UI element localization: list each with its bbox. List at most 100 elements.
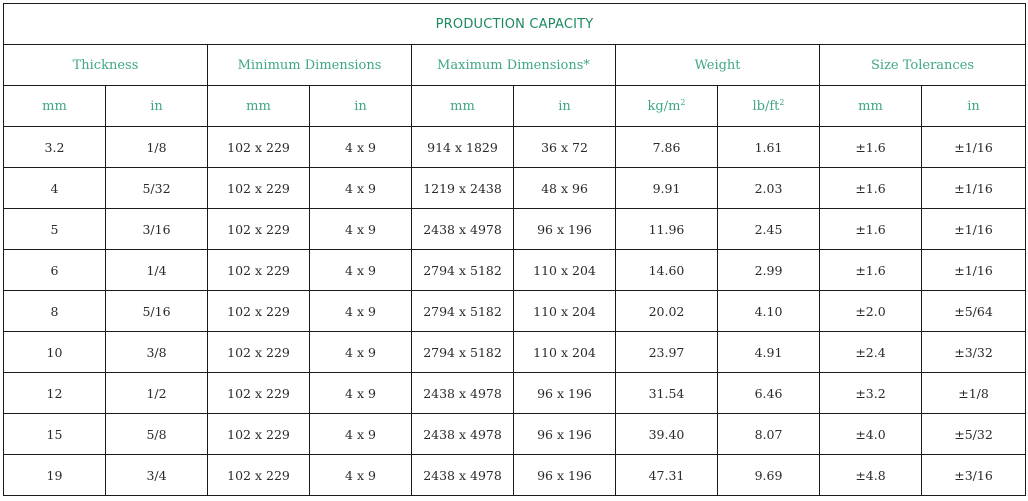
unit-weight-imperial-exponent: 2 [779, 98, 785, 107]
cell-tolerance-in: ±3/16 [920, 454, 1027, 496]
cell-thickness-mm: 19 [3, 454, 106, 496]
cell-tolerance-in: ±5/64 [920, 290, 1027, 332]
cell-thickness-mm: 5 [3, 208, 106, 250]
cell-weight-kg-m2: 7.86 [615, 126, 718, 168]
cell-max-dim-in: 96 x 196 [513, 208, 616, 250]
cell-min-dim-mm: 102 x 229 [207, 208, 310, 250]
cell-min-dim-mm: 102 x 229 [207, 331, 310, 373]
cell-tolerance-mm: ±1.6 [819, 126, 922, 168]
cell-weight-kg-m2: 14.60 [615, 249, 718, 291]
cell-weight-lb-ft2: 8.07 [717, 413, 820, 455]
cell-max-dim-in: 96 x 196 [513, 372, 616, 414]
cell-tolerance-in: ±1/16 [920, 167, 1027, 209]
cell-thickness-mm: 10 [3, 331, 106, 373]
unit-tol-mm: mm [819, 85, 922, 127]
table-title: PRODUCTION CAPACITY [2, 3, 1027, 45]
unit-weight-imperial-base: lb/ft [752, 99, 780, 114]
cell-max-dim-in: 110 x 204 [513, 249, 616, 291]
cell-max-dim-mm: 2438 x 4978 [411, 454, 514, 496]
group-header-weight: Weight [615, 44, 820, 86]
cell-thickness-mm: 8 [3, 290, 106, 332]
table-row: 4 5/32 102 x 229 4 x 9 1219 x 2438 48 x 96 9.9… [3, 167, 1027, 209]
table-row: 8 5/16 102 x 229 4 x 9 2794 x 5182 110 x 204 2… [3, 290, 1027, 332]
group-header-minimum-dimensions: Minimum Dimensions [207, 44, 412, 86]
cell-min-dim-mm: 102 x 229 [207, 249, 310, 291]
cell-max-dim-mm: 2794 x 5182 [411, 290, 514, 332]
cell-weight-lb-ft2: 9.69 [717, 454, 820, 496]
cell-min-dim-in: 4 x 9 [309, 249, 412, 291]
cell-min-dim-in: 4 x 9 [309, 413, 412, 455]
cell-tolerance-in: ±5/32 [920, 413, 1027, 455]
cell-tolerance-mm: ±4.0 [819, 413, 922, 455]
cell-weight-kg-m2: 47.31 [615, 454, 718, 496]
cell-max-dim-mm: 2438 x 4978 [411, 413, 514, 455]
cell-max-dim-in: 110 x 204 [513, 331, 616, 373]
cell-weight-lb-ft2: 1.61 [717, 126, 820, 168]
cell-max-dim-in: 96 x 196 [513, 454, 616, 496]
cell-tolerance-in: ±1/16 [920, 249, 1027, 291]
table-row: 12 1/2 102 x 229 4 x 9 2438 x 4978 96 x 196 31… [3, 372, 1027, 414]
cell-thickness-in: 3/8 [105, 331, 208, 373]
cell-thickness-mm: 12 [3, 372, 106, 414]
unit-max-mm: mm [411, 85, 514, 127]
cell-thickness-in: 1/4 [105, 249, 208, 291]
cell-max-dim-mm: 2438 x 4978 [411, 372, 514, 414]
cell-max-dim-mm: 2794 x 5182 [411, 331, 514, 373]
cell-weight-kg-m2: 20.02 [615, 290, 718, 332]
cell-tolerance-in: ±3/32 [920, 331, 1027, 373]
cell-max-dim-mm: 914 x 1829 [411, 126, 514, 168]
cell-max-dim-in: 48 x 96 [513, 167, 616, 209]
cell-tolerance-in: ±1/16 [920, 208, 1027, 250]
table-row: 15 5/8 102 x 229 4 x 9 2438 x 4978 96 x 196 39… [3, 413, 1027, 455]
cell-thickness-in: 1/8 [105, 126, 208, 168]
cell-weight-lb-ft2: 4.10 [717, 290, 820, 332]
cell-tolerance-mm: ±3.2 [819, 372, 922, 414]
cell-tolerance-mm: ±4.8 [819, 454, 922, 496]
cell-thickness-in: 3/4 [105, 454, 208, 496]
cell-max-dim-mm: 2794 x 5182 [411, 249, 514, 291]
unit-weight-metric-base: kg/m [647, 99, 681, 114]
unit-thickness-in: in [105, 85, 208, 127]
cell-min-dim-mm: 102 x 229 [207, 167, 310, 209]
cell-tolerance-mm: ±2.0 [819, 290, 922, 332]
table-row: 10 3/8 102 x 229 4 x 9 2794 x 5182 110 x 204 2… [3, 331, 1027, 373]
cell-min-dim-in: 4 x 9 [309, 454, 412, 496]
cell-min-dim-in: 4 x 9 [309, 290, 412, 332]
group-header-maximum-dimensions: Maximum Dimensions* [411, 44, 616, 86]
cell-tolerance-mm: ±2.4 [819, 331, 922, 373]
unit-thickness-mm: mm [3, 85, 106, 127]
cell-min-dim-in: 4 x 9 [309, 167, 412, 209]
cell-weight-lb-ft2: 4.91 [717, 331, 820, 373]
cell-tolerance-in: ±1/8 [920, 372, 1027, 414]
cell-max-dim-mm: 2438 x 4978 [411, 208, 514, 250]
unit-min-in: in [309, 85, 412, 127]
unit-weight-metric-exponent: 2 [680, 98, 686, 107]
group-header-size-tolerances: Size Tolerances [818, 44, 1027, 86]
cell-thickness-in: 5/16 [105, 290, 208, 332]
unit-weight-imperial: lb/ft2 [717, 85, 820, 127]
cell-max-dim-in: 36 x 72 [513, 126, 616, 168]
cell-min-dim-mm: 102 x 229 [207, 454, 310, 496]
table-row: 5 3/16 102 x 229 4 x 9 2438 x 4978 96 x 196 11… [3, 208, 1027, 250]
cell-max-dim-in: 110 x 204 [513, 290, 616, 332]
cell-thickness-in: 5/8 [105, 413, 208, 455]
table-body: 3.2 1/8 102 x 229 4 x 9 914 x 1829 36 x 72 7.8… [3, 126, 1027, 496]
cell-tolerance-mm: ±1.6 [819, 208, 922, 250]
cell-min-dim-mm: 102 x 229 [207, 290, 310, 332]
cell-thickness-in: 3/16 [105, 208, 208, 250]
cell-tolerance-mm: ±1.6 [819, 249, 922, 291]
cell-weight-lb-ft2: 6.46 [717, 372, 820, 414]
cell-thickness-mm: 4 [3, 167, 106, 209]
cell-weight-lb-ft2: 2.45 [717, 208, 820, 250]
cell-weight-lb-ft2: 2.99 [717, 249, 820, 291]
cell-min-dim-mm: 102 x 229 [207, 372, 310, 414]
unit-tol-in: in [920, 85, 1027, 127]
cell-min-dim-in: 4 x 9 [309, 208, 412, 250]
cell-weight-lb-ft2: 2.03 [717, 167, 820, 209]
cell-tolerance-in: ±1/16 [920, 126, 1027, 168]
group-header-thickness: Thickness [3, 44, 208, 86]
cell-thickness-in: 1/2 [105, 372, 208, 414]
cell-min-dim-in: 4 x 9 [309, 372, 412, 414]
cell-thickness-in: 5/32 [105, 167, 208, 209]
cell-weight-kg-m2: 9.91 [615, 167, 718, 209]
